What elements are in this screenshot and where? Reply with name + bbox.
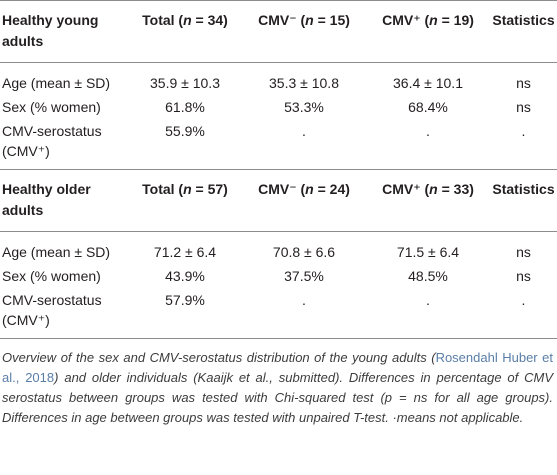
header-row: Healthy young adults Total (n = 34) CMV⁻ (… (0, 0, 557, 63)
header-text: Statistics (492, 181, 555, 197)
data-cell: . (366, 288, 490, 339)
header-text: = 57) (191, 181, 228, 197)
data-cell: 68.4% (408, 99, 448, 115)
header-italic: n (183, 181, 192, 197)
header-text: Healthy older adults (2, 181, 91, 218)
header-cell: Healthy older adults (0, 169, 128, 232)
header-italic: n (305, 12, 314, 28)
data-cell: 55.9% (165, 123, 205, 139)
data-row: CMV-serostatus (CMV⁺) 55.9%... (0, 119, 557, 170)
data-row: Age (mean ± SD) 35.9 ± 10.3 35.3 ± 10.8 36.… (0, 63, 557, 96)
table-section: Healthy older adults Total (n = 57) CMV⁻ (… (0, 169, 557, 339)
header-cell: Statistics (490, 0, 557, 63)
data-row: Sex (% women) 43.9% 37.5% 48.5% ns (0, 264, 557, 288)
header-row: Healthy older adults Total (n = 57) CMV⁻ (… (0, 169, 557, 232)
data-cell: . (426, 123, 430, 139)
citation-link[interactable]: Rosendahl Huber et al., 2018 (2, 350, 553, 385)
header-text: CMV⁻ ( (258, 12, 306, 28)
data-row: Age (mean ± SD) 71.2 ± 6.4 70.8 ± 6.6 71.5 … (0, 232, 557, 265)
data-cell: 57.9% (128, 288, 242, 339)
data-cell: 71.5 ± 6.4 (396, 244, 460, 260)
row-label: CMV-serostatus (CMV⁺) (0, 288, 128, 339)
data-cell: 35.3 ± 10.8 (269, 75, 339, 91)
data-cell: 53.3% (284, 99, 324, 115)
header-text: = 33) (437, 181, 474, 197)
header-text: = 15) (313, 12, 350, 28)
table-footnote: Overview of the sex and CMV-serostatus d… (2, 348, 553, 428)
data-cell: ns (516, 244, 531, 260)
data-row: Sex (% women) 61.8% 53.3% 68.4% ns (0, 95, 557, 119)
data-cell: 35.9 ± 10.3 (150, 75, 220, 91)
table-section: Healthy young adults Total (n = 34) CMV⁻ (… (0, 0, 557, 170)
data-cell: ns (516, 99, 531, 115)
header-italic: n (429, 181, 438, 197)
data-cell: 71.2 ± 6.4 (153, 244, 217, 260)
data-cell: . (490, 288, 557, 339)
data-cell: . (242, 288, 366, 339)
footnote-text: ) and older individuals (Kaaijk et al., … (2, 370, 554, 425)
row-label: Age (mean ± SD) (2, 75, 111, 91)
header-text: = 24) (313, 181, 350, 197)
data-table: Healthy young adults Total (n = 34) CMV⁻ (… (0, 0, 557, 339)
header-cell: Statistics (490, 169, 557, 232)
header-cell: CMV⁺ (n = 33) (366, 169, 490, 232)
footnote-text: Overview of the sex and CMV-serostatus d… (2, 350, 436, 365)
header-cell: Total (n = 34) (128, 0, 242, 63)
header-text: Total ( (142, 12, 184, 28)
data-row: CMV-serostatus (CMV⁺) 57.9%... (0, 288, 557, 339)
data-cell: 43.9% (165, 268, 205, 284)
header-text: = 34) (191, 12, 228, 28)
header-text: Healthy young adults (2, 12, 99, 49)
header-text: CMV⁺ ( (382, 181, 430, 197)
header-cell: CMV⁺ (n = 19) (366, 0, 490, 63)
header-italic: n (183, 12, 192, 28)
header-text: Total ( (142, 181, 184, 197)
data-cell: 48.5% (408, 268, 448, 284)
header-italic: n (429, 12, 438, 28)
header-text: CMV⁻ ( (258, 181, 306, 197)
data-cell: ns (516, 268, 531, 284)
row-label: Sex (% women) (2, 99, 101, 115)
row-label: Sex (% women) (2, 268, 101, 284)
row-label: Age (mean ± SD) (2, 244, 111, 260)
data-cell: 37.5% (284, 268, 324, 284)
header-cell: Healthy young adults (0, 0, 128, 63)
data-cell: 36.4 ± 10.1 (393, 75, 463, 91)
row-label: CMV-serostatus (CMV⁺) (2, 123, 102, 159)
data-cell: ns (516, 75, 531, 91)
data-cell: . (302, 123, 306, 139)
header-text: = 19) (437, 12, 474, 28)
data-cell: . (521, 123, 526, 139)
data-cell: 61.8% (165, 99, 205, 115)
header-cell: CMV⁻ (n = 15) (242, 0, 366, 63)
header-cell: CMV⁻ (n = 24) (242, 169, 366, 232)
header-italic: n (305, 181, 314, 197)
header-text: CMV⁺ ( (382, 12, 430, 28)
header-text: Statistics (492, 12, 555, 28)
data-cell: 70.8 ± 6.6 (272, 244, 336, 260)
header-cell: Total (n = 57) (128, 169, 242, 232)
